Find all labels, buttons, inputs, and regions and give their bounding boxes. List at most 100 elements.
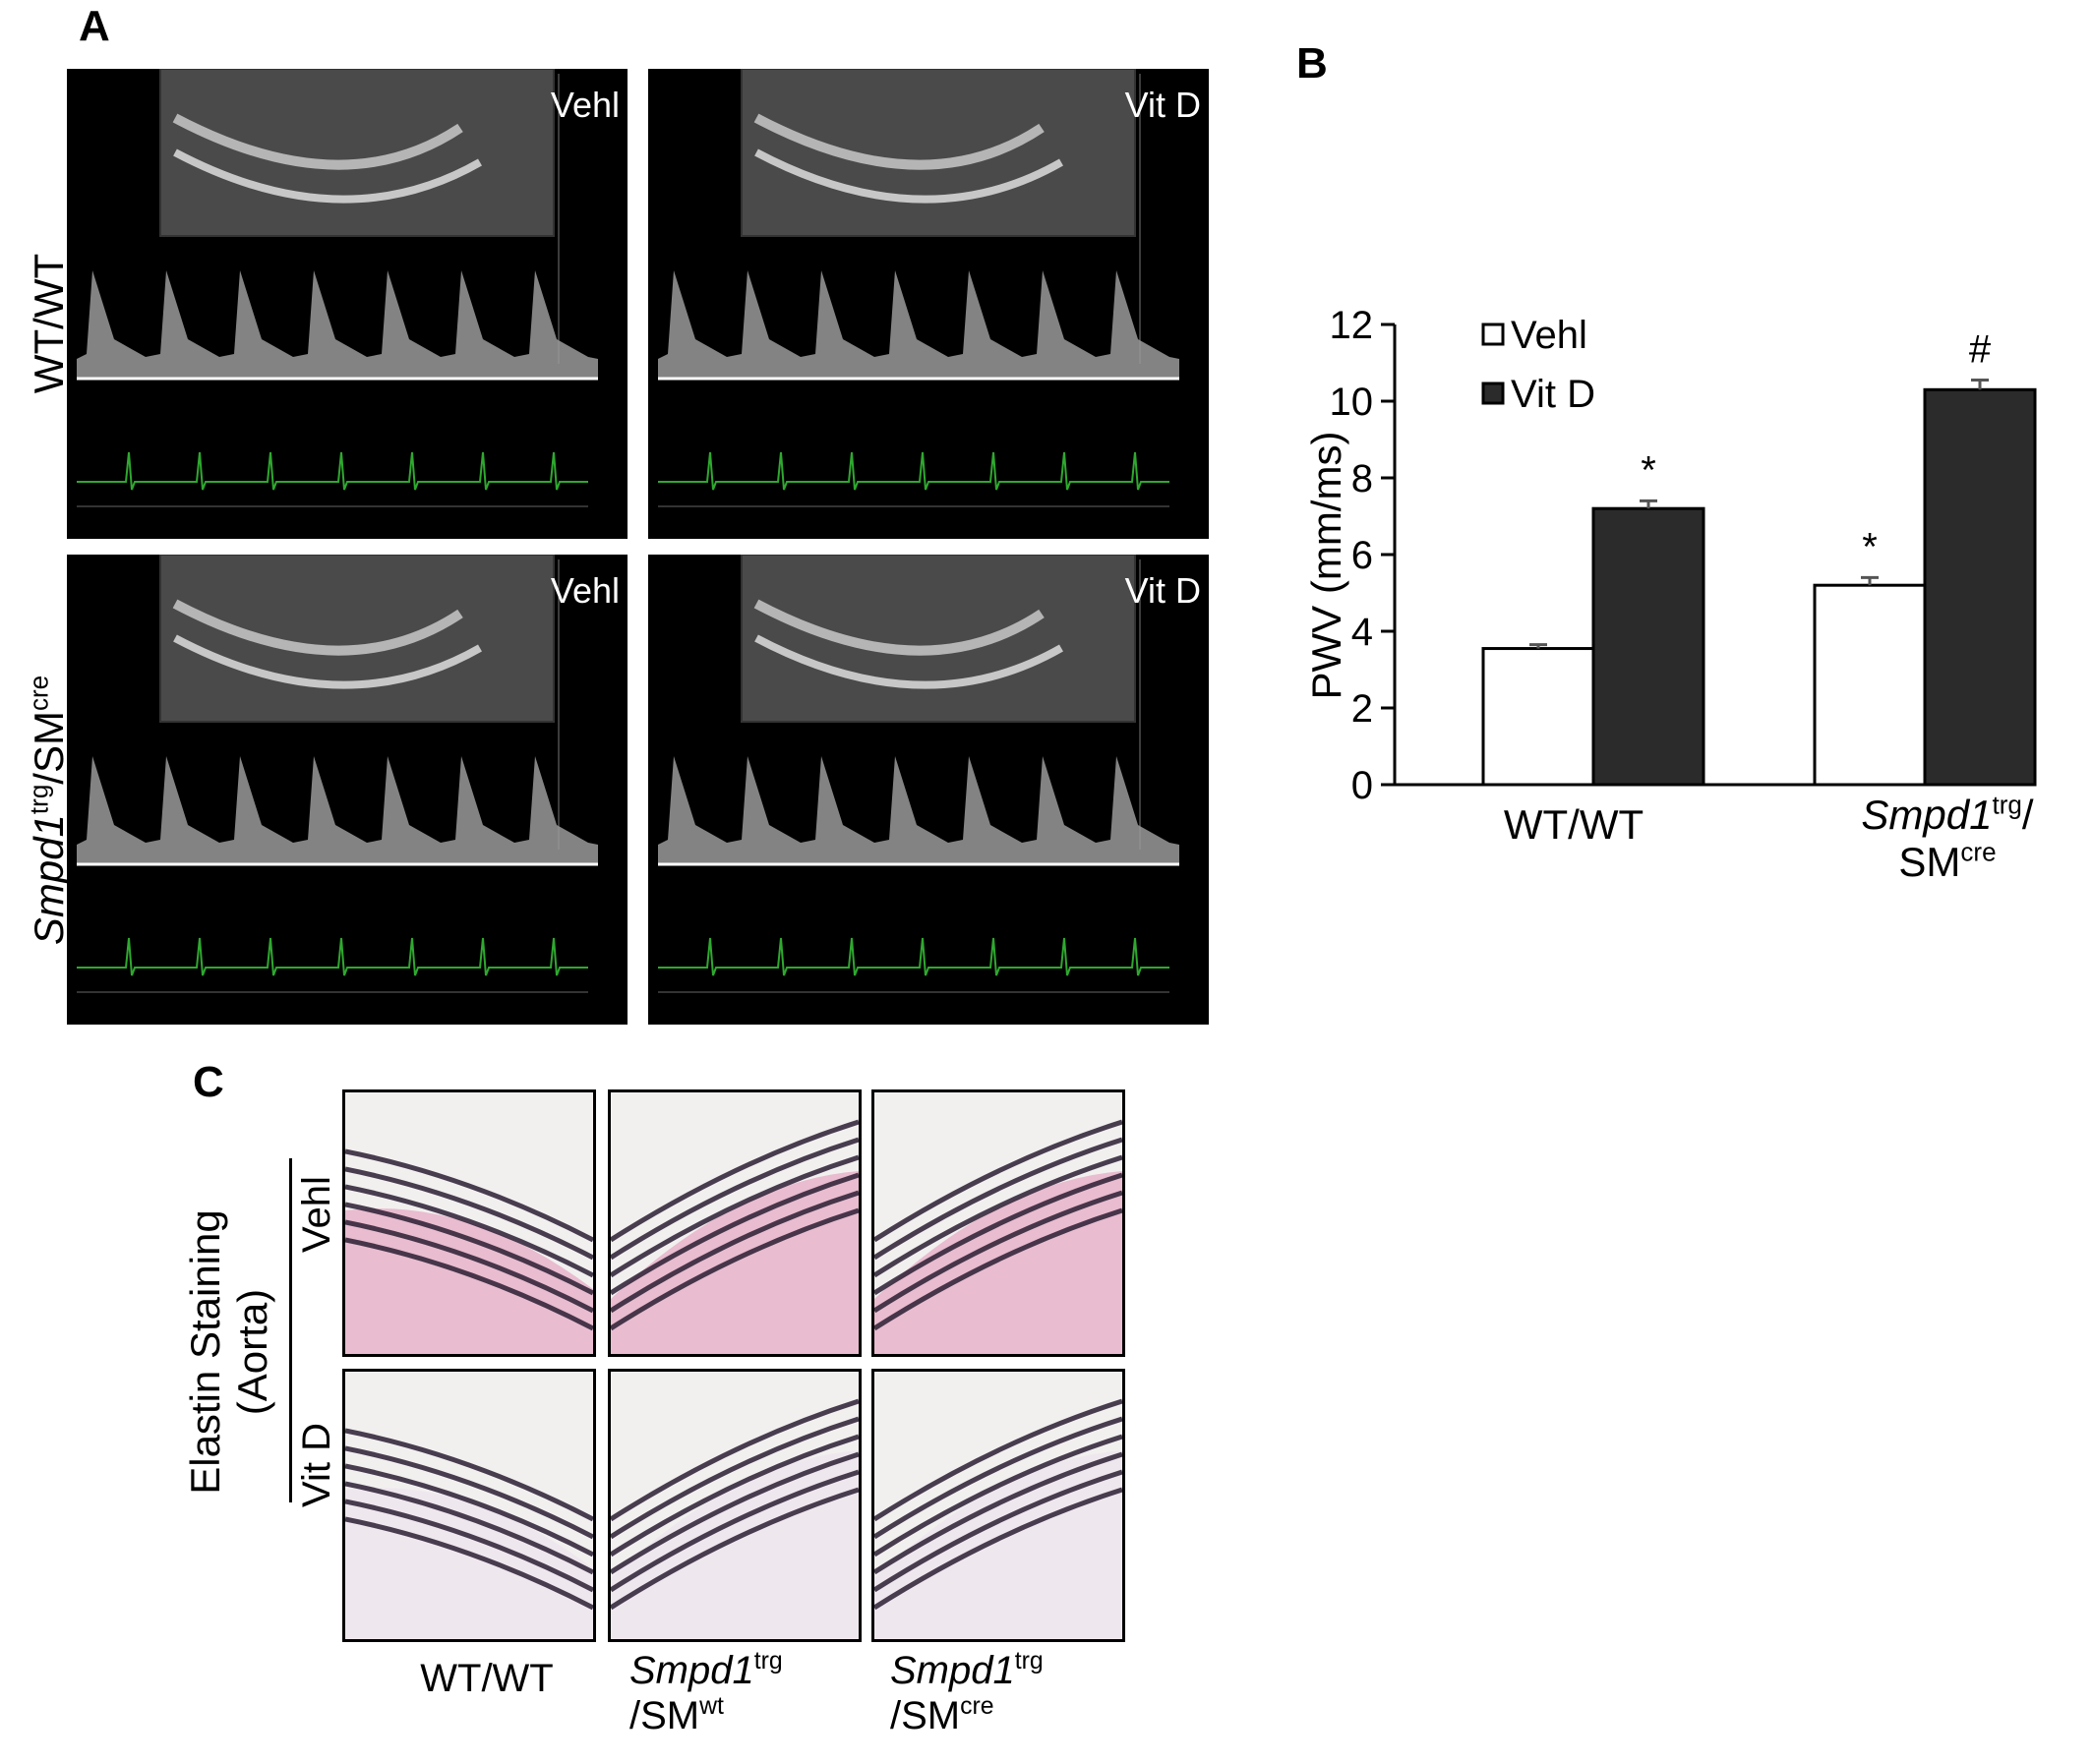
- chart-y-axis-label: PWV (mm/ms): [1303, 431, 1349, 700]
- elastin-lamella: [874, 1469, 1122, 1593]
- elastin-lamella: [345, 1148, 593, 1243]
- elastin-lamella: [345, 1445, 593, 1540]
- connective-tissue: [345, 1487, 593, 1639]
- histology-smcre-vitd: [871, 1369, 1125, 1642]
- significance-mark: #: [1969, 328, 1992, 372]
- b-mode-frame: [741, 69, 1136, 237]
- elastin-lamella: [874, 1207, 1122, 1331]
- panel-a-row-label-smpd1: Smpd1trg/SMcre: [24, 675, 72, 946]
- elastin-lamella: [874, 1137, 1122, 1261]
- elastin-lamella: [345, 1481, 593, 1575]
- vessel-wall: [754, 634, 1063, 689]
- panel-c-col-label-smcre: Smpd1trg /SMcre: [890, 1648, 1044, 1737]
- ecg-trace: [77, 937, 588, 976]
- connective-tissue: [345, 1207, 593, 1354]
- b-mode-frame: [741, 555, 1136, 723]
- elastin-lamella: [345, 1499, 593, 1593]
- ultrasound-label: Vit D: [1124, 85, 1201, 125]
- elastin-lamella: [611, 1487, 859, 1611]
- b-mode-image: [742, 555, 1135, 722]
- elastin-lamella: [611, 1434, 859, 1558]
- elastin-lamella: [611, 1190, 859, 1314]
- vessel-wall: [753, 113, 1045, 170]
- connective-tissue: [874, 1171, 1122, 1354]
- elastin-lamella: [611, 1154, 859, 1278]
- ecg-trace: [658, 937, 1169, 976]
- elastin-lamella: [345, 1184, 593, 1278]
- b-mode-image: [160, 69, 554, 236]
- elastin-lamella: [874, 1398, 1122, 1522]
- bar: [1923, 387, 2037, 787]
- significance-mark: *: [1641, 448, 1656, 492]
- bar: [1481, 647, 1595, 787]
- elastin-lamella: [345, 1219, 593, 1314]
- chart-x-label-wt: WT/WT: [1503, 801, 1644, 848]
- vessel-wall: [173, 148, 482, 204]
- elastin-lamella: [611, 1398, 859, 1522]
- connective-tissue: [611, 1171, 859, 1354]
- significance-mark: *: [1862, 525, 1878, 568]
- vessel-wall: [173, 634, 482, 689]
- elastin-lamella: [874, 1172, 1122, 1296]
- elastin-lamella: [611, 1469, 859, 1593]
- panel-c-row-label-vehicle: Vehl: [295, 1176, 338, 1253]
- histology-smwt-vitd: [608, 1369, 862, 1642]
- ultrasound-label: Vit D: [1124, 570, 1201, 611]
- panel-c-col-label-smwt: Smpd1trg /SMwt: [629, 1648, 783, 1737]
- histology-smcre-vehicle: [871, 1089, 1125, 1357]
- ultrasound-wt-vehicle: Vehl: [67, 69, 628, 539]
- b-mode-frame: [159, 555, 555, 723]
- elastin-lamella: [345, 1237, 593, 1331]
- y-tick-label: 10: [1330, 381, 1374, 424]
- ecg-trace: [658, 451, 1169, 491]
- y-tick-label: 0: [1351, 764, 1373, 807]
- ecg-trace: [77, 451, 588, 491]
- y-tick-label: 4: [1351, 611, 1373, 654]
- ultrasound-wt-vitd: Vit D: [648, 69, 1209, 539]
- vessel-wall: [753, 599, 1045, 656]
- elastin-lamella: [345, 1516, 593, 1611]
- elastin-lamella: [345, 1202, 593, 1296]
- b-mode-frame: [159, 69, 555, 237]
- elastin-lamella: [874, 1119, 1122, 1243]
- legend-swatch: [1481, 382, 1505, 405]
- elastin-lamella: [611, 1451, 859, 1575]
- elastin-lamella: [874, 1154, 1122, 1278]
- elastin-lamella: [874, 1487, 1122, 1611]
- legend-label: Vit D: [1511, 373, 1595, 416]
- doppler-waveform: [77, 756, 598, 864]
- doppler-waveform: [658, 756, 1179, 864]
- panel-c-col-label-wt: WT/WT: [420, 1657, 554, 1700]
- histology-wt-vehicle: [342, 1089, 596, 1357]
- ultrasound-smpd1-vitd: Vit D: [648, 555, 1209, 1025]
- b-mode-image: [742, 69, 1135, 236]
- y-tick-label: 8: [1351, 457, 1373, 500]
- panel-b-letter: B: [1296, 39, 1328, 88]
- elastin-lamella: [611, 1119, 859, 1243]
- y-tick-label: 2: [1351, 687, 1373, 731]
- histology-smwt-vehicle: [608, 1089, 862, 1357]
- histology-wt-vitd: [342, 1369, 596, 1642]
- elastin-lamella: [874, 1416, 1122, 1540]
- vessel-wall: [754, 148, 1063, 204]
- vessel-wall: [172, 599, 463, 656]
- panel-c-row-divider: [289, 1158, 292, 1502]
- doppler-waveform: [77, 270, 598, 379]
- elastin-lamella: [874, 1451, 1122, 1575]
- ultrasound-smpd1-vehicle: Vehl: [67, 555, 628, 1025]
- panel-c-row-label-vitd: Vit D: [295, 1423, 338, 1507]
- elastin-lamella: [611, 1416, 859, 1540]
- elastin-lamella: [874, 1190, 1122, 1314]
- panel-a-row-label-wt: WT/WT: [26, 253, 72, 394]
- ultrasound-label: Vehl: [550, 85, 620, 125]
- connective-tissue: [874, 1450, 1122, 1639]
- ultrasound-label: Vehl: [550, 570, 620, 611]
- elastin-lamella: [611, 1137, 859, 1261]
- y-tick-label: 12: [1330, 304, 1374, 347]
- elastin-lamella: [611, 1207, 859, 1331]
- elastin-lamella: [345, 1166, 593, 1261]
- chart-x-label-smpd1: Smpd1trg/ SMcre: [1861, 790, 2034, 886]
- legend-swatch: [1481, 323, 1505, 346]
- b-mode-image: [160, 555, 554, 722]
- elastin-lamella: [611, 1172, 859, 1296]
